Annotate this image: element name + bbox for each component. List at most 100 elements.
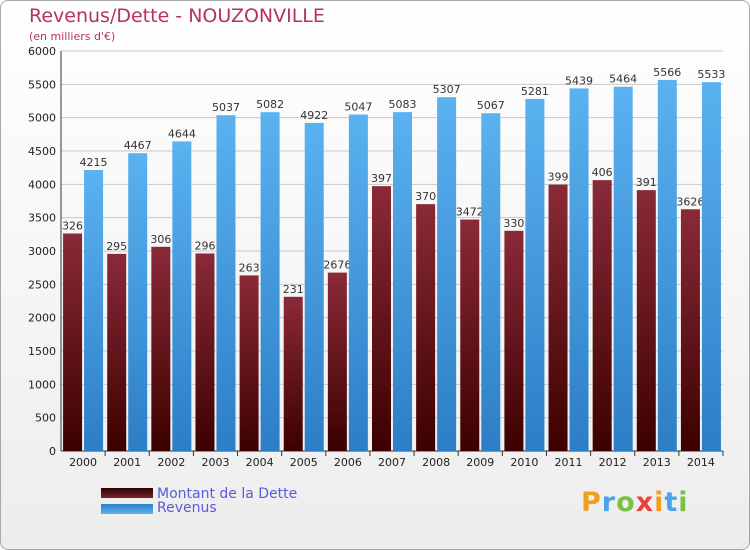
data-label-dette: 306: [150, 233, 171, 246]
x-tick-label: 2001: [113, 456, 141, 469]
x-tick-label: 2010: [510, 456, 538, 469]
logo-letter: o: [616, 487, 636, 518]
data-label-dette: 263: [239, 261, 260, 274]
bar-revenus: [657, 79, 677, 451]
bar-dette: [504, 230, 524, 451]
y-tick-label: 4000: [28, 178, 56, 191]
bar-revenus: [569, 88, 589, 452]
x-tick-label: 2005: [290, 456, 318, 469]
data-label-revenus: 4215: [80, 156, 108, 169]
legend-label-dette: Montant de la Dette: [157, 486, 298, 502]
data-label-dette: 326: [62, 219, 83, 232]
bar-revenus: [613, 86, 633, 451]
bar-revenus: [437, 97, 457, 451]
data-label-dette: 391: [636, 176, 657, 189]
data-label-revenus: 5566: [653, 66, 681, 79]
x-tick-label: 2014: [687, 456, 715, 469]
logo-letter: t: [664, 487, 679, 518]
bar-revenus: [525, 98, 545, 451]
data-label-revenus: 5464: [609, 73, 637, 86]
data-label-dette: 3472: [456, 206, 484, 219]
bar-revenus: [481, 113, 501, 451]
data-label-dette: 3626: [676, 195, 704, 208]
x-tick-label: 2004: [246, 456, 274, 469]
bar-revenus: [128, 153, 148, 451]
data-label-dette: 296: [194, 239, 215, 252]
x-tick-label: 2011: [555, 456, 583, 469]
bar-revenus: [172, 141, 192, 451]
bar-dette: [195, 253, 215, 451]
x-tick-label: 2002: [157, 456, 185, 469]
data-label-revenus: 5067: [477, 99, 505, 112]
bar-dette: [592, 180, 612, 451]
logo-letter: P: [581, 487, 602, 518]
y-tick-label: 2000: [28, 312, 56, 325]
logo-letter: r: [601, 487, 617, 518]
x-tick-label: 2012: [599, 456, 627, 469]
y-tick-label: 3000: [28, 245, 56, 258]
data-label-dette: 330: [503, 217, 524, 230]
bar-revenus: [304, 122, 324, 451]
bar-revenus: [348, 114, 368, 452]
proxiti-logo: Proxiti: [581, 487, 689, 518]
y-tick-label: 2500: [28, 278, 56, 291]
data-label-dette: 399: [548, 171, 569, 184]
bar-dette: [63, 233, 83, 451]
bar-dette: [372, 186, 391, 451]
data-label-revenus: 5281: [521, 85, 549, 98]
logo-letter: i: [678, 487, 689, 518]
data-label-revenus: 4922: [300, 109, 328, 122]
y-tick-label: 1500: [28, 345, 56, 358]
bar-revenus: [701, 82, 721, 451]
bar-dette: [416, 204, 436, 451]
bar-dette: [460, 219, 480, 451]
logo-letter: i: [654, 487, 665, 518]
x-tick-label: 2013: [643, 456, 671, 469]
data-label-revenus: 5047: [344, 101, 372, 114]
x-tick-label: 2009: [466, 456, 494, 469]
data-label-dette: 231: [283, 283, 304, 296]
x-tick-label: 2008: [422, 456, 450, 469]
data-label-revenus: 5533: [697, 68, 725, 81]
logo-letter: x: [635, 487, 655, 518]
y-tick-label: 5000: [28, 112, 56, 125]
chart-subtitle: (en milliers d'€): [29, 30, 116, 43]
data-label-revenus: 4644: [168, 127, 196, 140]
bar-revenus: [393, 112, 412, 451]
data-label-revenus: 5037: [212, 101, 240, 114]
bar-revenus: [216, 115, 236, 451]
bar-dette: [327, 272, 347, 451]
data-label-dette: 370: [415, 190, 436, 203]
bar-dette: [636, 190, 656, 451]
legend-swatch-dette: [101, 488, 153, 498]
legend-swatch-revenus: [101, 504, 153, 514]
data-label-revenus: 5083: [389, 98, 417, 111]
chart-title: Revenus/Dette - NOUZONVILLE: [29, 5, 325, 27]
data-label-revenus: 4467: [124, 139, 152, 152]
x-tick-label: 2007: [378, 456, 406, 469]
bar-dette: [680, 209, 700, 451]
bar-dette: [283, 296, 303, 451]
y-tick-label: 500: [35, 412, 56, 425]
data-label-revenus: 5439: [565, 74, 593, 87]
bar-dette: [151, 246, 171, 451]
data-label-dette: 295: [106, 240, 127, 253]
y-tick-label: 1000: [28, 378, 56, 391]
y-tick-label: 4500: [28, 145, 56, 158]
legend-label-revenus: Revenus: [157, 500, 217, 516]
y-tick-label: 6000: [28, 45, 56, 58]
x-tick-label: 2000: [69, 456, 97, 469]
bar-revenus: [260, 112, 280, 451]
y-tick-label: 3500: [28, 212, 56, 225]
data-label-revenus: 5082: [256, 98, 284, 111]
x-tick-label: 2003: [201, 456, 229, 469]
data-label-dette: 406: [592, 166, 613, 179]
y-tick-label: 5500: [28, 78, 56, 91]
bar-dette: [548, 184, 568, 451]
y-tick-label: 0: [49, 445, 56, 458]
data-label-dette: 2676: [323, 259, 351, 272]
x-tick-label: 2006: [334, 456, 362, 469]
bar-dette: [107, 253, 127, 451]
